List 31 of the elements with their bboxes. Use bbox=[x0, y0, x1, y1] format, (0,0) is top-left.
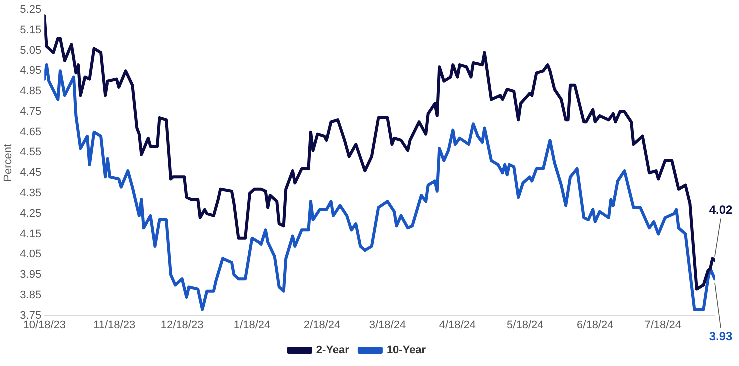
y-tick-label: 5.25 bbox=[20, 4, 42, 16]
x-tick-label: 4/18/24 bbox=[439, 319, 476, 332]
y-axis-title: Percent bbox=[2, 144, 15, 182]
x-tick-label: 5/18/24 bbox=[507, 319, 544, 332]
y-tick-label: 3.95 bbox=[20, 269, 42, 282]
y-tick-label: 4.35 bbox=[20, 188, 42, 200]
x-tick-label: 6/18/24 bbox=[577, 319, 614, 332]
x-tick-label: 11/18/23 bbox=[94, 319, 136, 332]
legend-label: 2-Year bbox=[316, 344, 350, 357]
annotation: 4.02 bbox=[709, 203, 733, 218]
x-tick-label: 3/18/24 bbox=[369, 319, 406, 332]
legend-label: 10-Year bbox=[386, 344, 427, 357]
x-tick-label: 7/18/24 bbox=[644, 319, 682, 332]
y-tick-label: 4.95 bbox=[20, 65, 42, 78]
y-tick-label: 4.65 bbox=[20, 126, 42, 138]
y-tick-label: 4.75 bbox=[20, 106, 42, 118]
x-tick-label: 2/18/24 bbox=[304, 319, 341, 332]
annotation: 3.93 bbox=[709, 329, 733, 344]
y-tick-label: 4.05 bbox=[20, 248, 42, 261]
y-tick-label: 4.45 bbox=[20, 167, 42, 180]
y-tick-label: 3.85 bbox=[20, 289, 42, 302]
x-tick-label: 12/18/23 bbox=[160, 319, 204, 332]
y-tick-label: 5.15 bbox=[20, 24, 42, 36]
y-tick-label: 4.55 bbox=[20, 146, 42, 159]
y-tick-label: 4.85 bbox=[20, 86, 42, 98]
y-tick-label: 4.15 bbox=[20, 228, 42, 240]
y-tick-label: 3.75 bbox=[20, 310, 42, 322]
x-tick-label: 10/18/23 bbox=[23, 319, 66, 332]
x-tick-label: 1/18/24 bbox=[234, 319, 271, 332]
y-tick-label: 5.05 bbox=[20, 44, 42, 57]
y-tick-label: 4.25 bbox=[20, 208, 42, 220]
